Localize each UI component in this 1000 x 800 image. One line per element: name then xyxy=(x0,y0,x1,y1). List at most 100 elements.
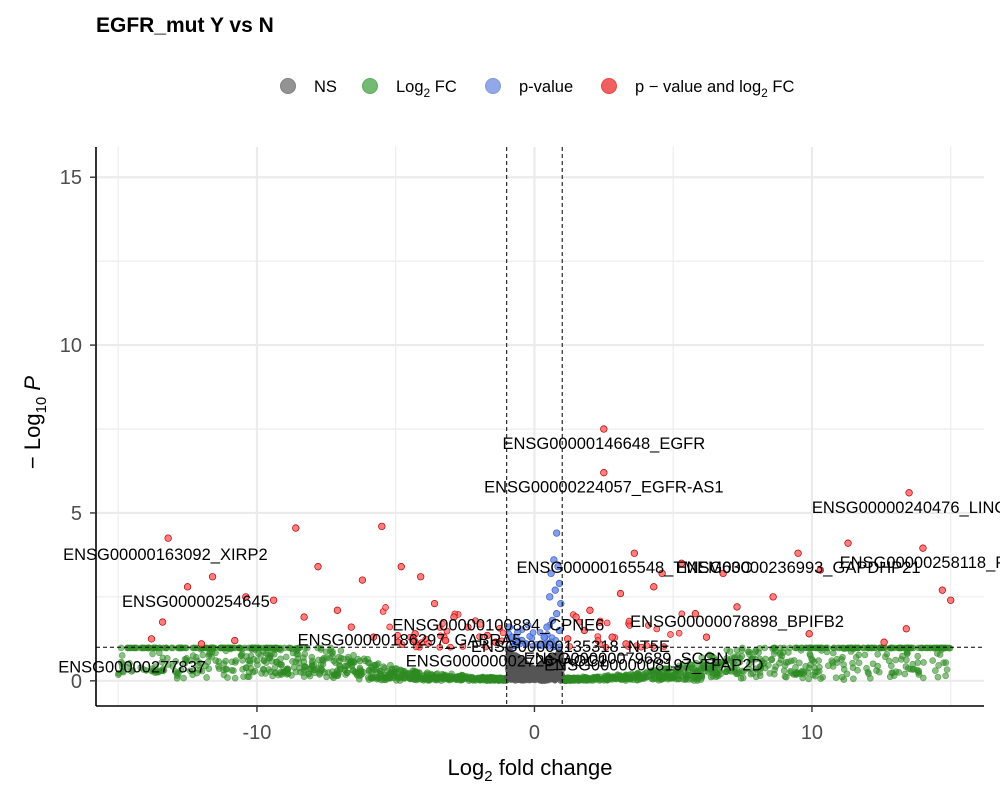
p-point xyxy=(553,610,561,618)
legend-item-pfc: p − value and log2 FC xyxy=(601,78,795,100)
gene-label: ENSG00000135318_NT5E xyxy=(471,638,670,656)
fc-point xyxy=(731,653,739,661)
fc-point xyxy=(340,655,348,663)
gene-label: ENSG00000165548_TMEM63C xyxy=(516,559,752,577)
gene-label: ENSG00000079689_SCGN xyxy=(524,650,729,668)
fc-point xyxy=(777,656,785,664)
pfc-point xyxy=(600,469,608,477)
pfc-point xyxy=(691,610,700,618)
fc-point xyxy=(848,644,855,652)
fc-point xyxy=(240,673,247,680)
fc-point xyxy=(746,650,753,658)
p-point xyxy=(529,629,537,636)
legend-label: p-value xyxy=(519,78,573,96)
fc-point xyxy=(380,663,387,671)
fc-point xyxy=(250,655,257,663)
pfc-point xyxy=(719,569,727,578)
fc-point xyxy=(273,658,281,666)
fc-point xyxy=(354,655,362,663)
pfc-point xyxy=(464,623,472,631)
fc-point xyxy=(780,667,788,674)
fc-point xyxy=(752,665,760,673)
fc-point xyxy=(394,673,401,680)
pfc-point xyxy=(630,549,638,557)
fc-point xyxy=(262,670,269,677)
fc-point xyxy=(149,650,156,658)
pfc-point xyxy=(660,643,668,650)
fc-point xyxy=(199,651,207,659)
pfc-point xyxy=(658,569,666,578)
legend-key xyxy=(601,78,617,94)
p-point xyxy=(547,638,555,646)
fc-point xyxy=(934,673,942,681)
fc-point xyxy=(935,662,942,669)
pfc-point xyxy=(430,599,439,608)
fc-point xyxy=(158,658,166,666)
pfc-point xyxy=(653,625,661,633)
fc-point xyxy=(690,677,698,684)
pfc-point xyxy=(644,622,652,629)
fc-point xyxy=(270,650,278,658)
p-point xyxy=(550,556,558,564)
fc-point xyxy=(752,655,759,663)
y-tick-label: 5 xyxy=(71,503,82,525)
ns-point xyxy=(546,663,554,670)
fc-point xyxy=(805,675,813,683)
pfc-point xyxy=(231,636,239,645)
pfc-point xyxy=(880,638,888,646)
fc-point xyxy=(731,665,738,672)
fc-point xyxy=(879,644,887,652)
fc-point xyxy=(932,667,939,674)
x-axis-title: Log2 fold change xyxy=(448,755,613,785)
p-point xyxy=(505,623,514,631)
pfc-point xyxy=(158,618,167,626)
fc-point xyxy=(840,666,848,673)
fc-point xyxy=(334,670,342,678)
fc-point xyxy=(123,663,131,671)
p-point xyxy=(524,621,532,629)
fc-point xyxy=(288,645,296,653)
fc-point xyxy=(152,644,160,652)
fc-point xyxy=(689,664,696,672)
fc-point xyxy=(685,676,693,683)
pfc-point xyxy=(805,630,813,638)
fc-point xyxy=(861,651,869,659)
fc-point xyxy=(914,652,922,660)
fc-point xyxy=(372,673,380,681)
fc-point xyxy=(798,669,805,676)
pfc-point xyxy=(576,618,583,626)
p-point xyxy=(508,633,516,641)
fc-point xyxy=(711,660,718,668)
pfc-point xyxy=(333,606,342,614)
pfc-point xyxy=(358,576,367,584)
fc-point xyxy=(386,673,393,681)
fc-point xyxy=(806,650,814,658)
p-point xyxy=(554,563,562,571)
fc-point xyxy=(942,672,949,680)
fc-point xyxy=(885,657,893,665)
fc-point xyxy=(209,644,217,652)
fc-point xyxy=(228,658,236,666)
gene-label: ENSG00000008197_TFAP2D xyxy=(544,657,763,675)
pfc-point xyxy=(292,524,300,532)
fc-point xyxy=(212,657,220,664)
fc-point xyxy=(365,667,373,675)
pfc-point xyxy=(491,638,500,646)
fc-point xyxy=(412,668,420,675)
pfc-point xyxy=(300,613,308,621)
fc-point xyxy=(180,674,187,682)
pfc-point xyxy=(608,633,616,641)
fc-point xyxy=(579,675,587,683)
pfc-point xyxy=(625,617,633,625)
legend-label: p − value and log2 FC xyxy=(635,78,795,100)
fc-point xyxy=(351,669,359,676)
pfc-point xyxy=(496,624,503,632)
p-point xyxy=(557,599,565,608)
fc-point xyxy=(162,644,170,652)
fc-point xyxy=(169,663,177,670)
fc-point xyxy=(118,652,126,659)
fc-point xyxy=(752,647,759,654)
fc-point xyxy=(787,657,795,665)
fc-point xyxy=(825,662,832,670)
